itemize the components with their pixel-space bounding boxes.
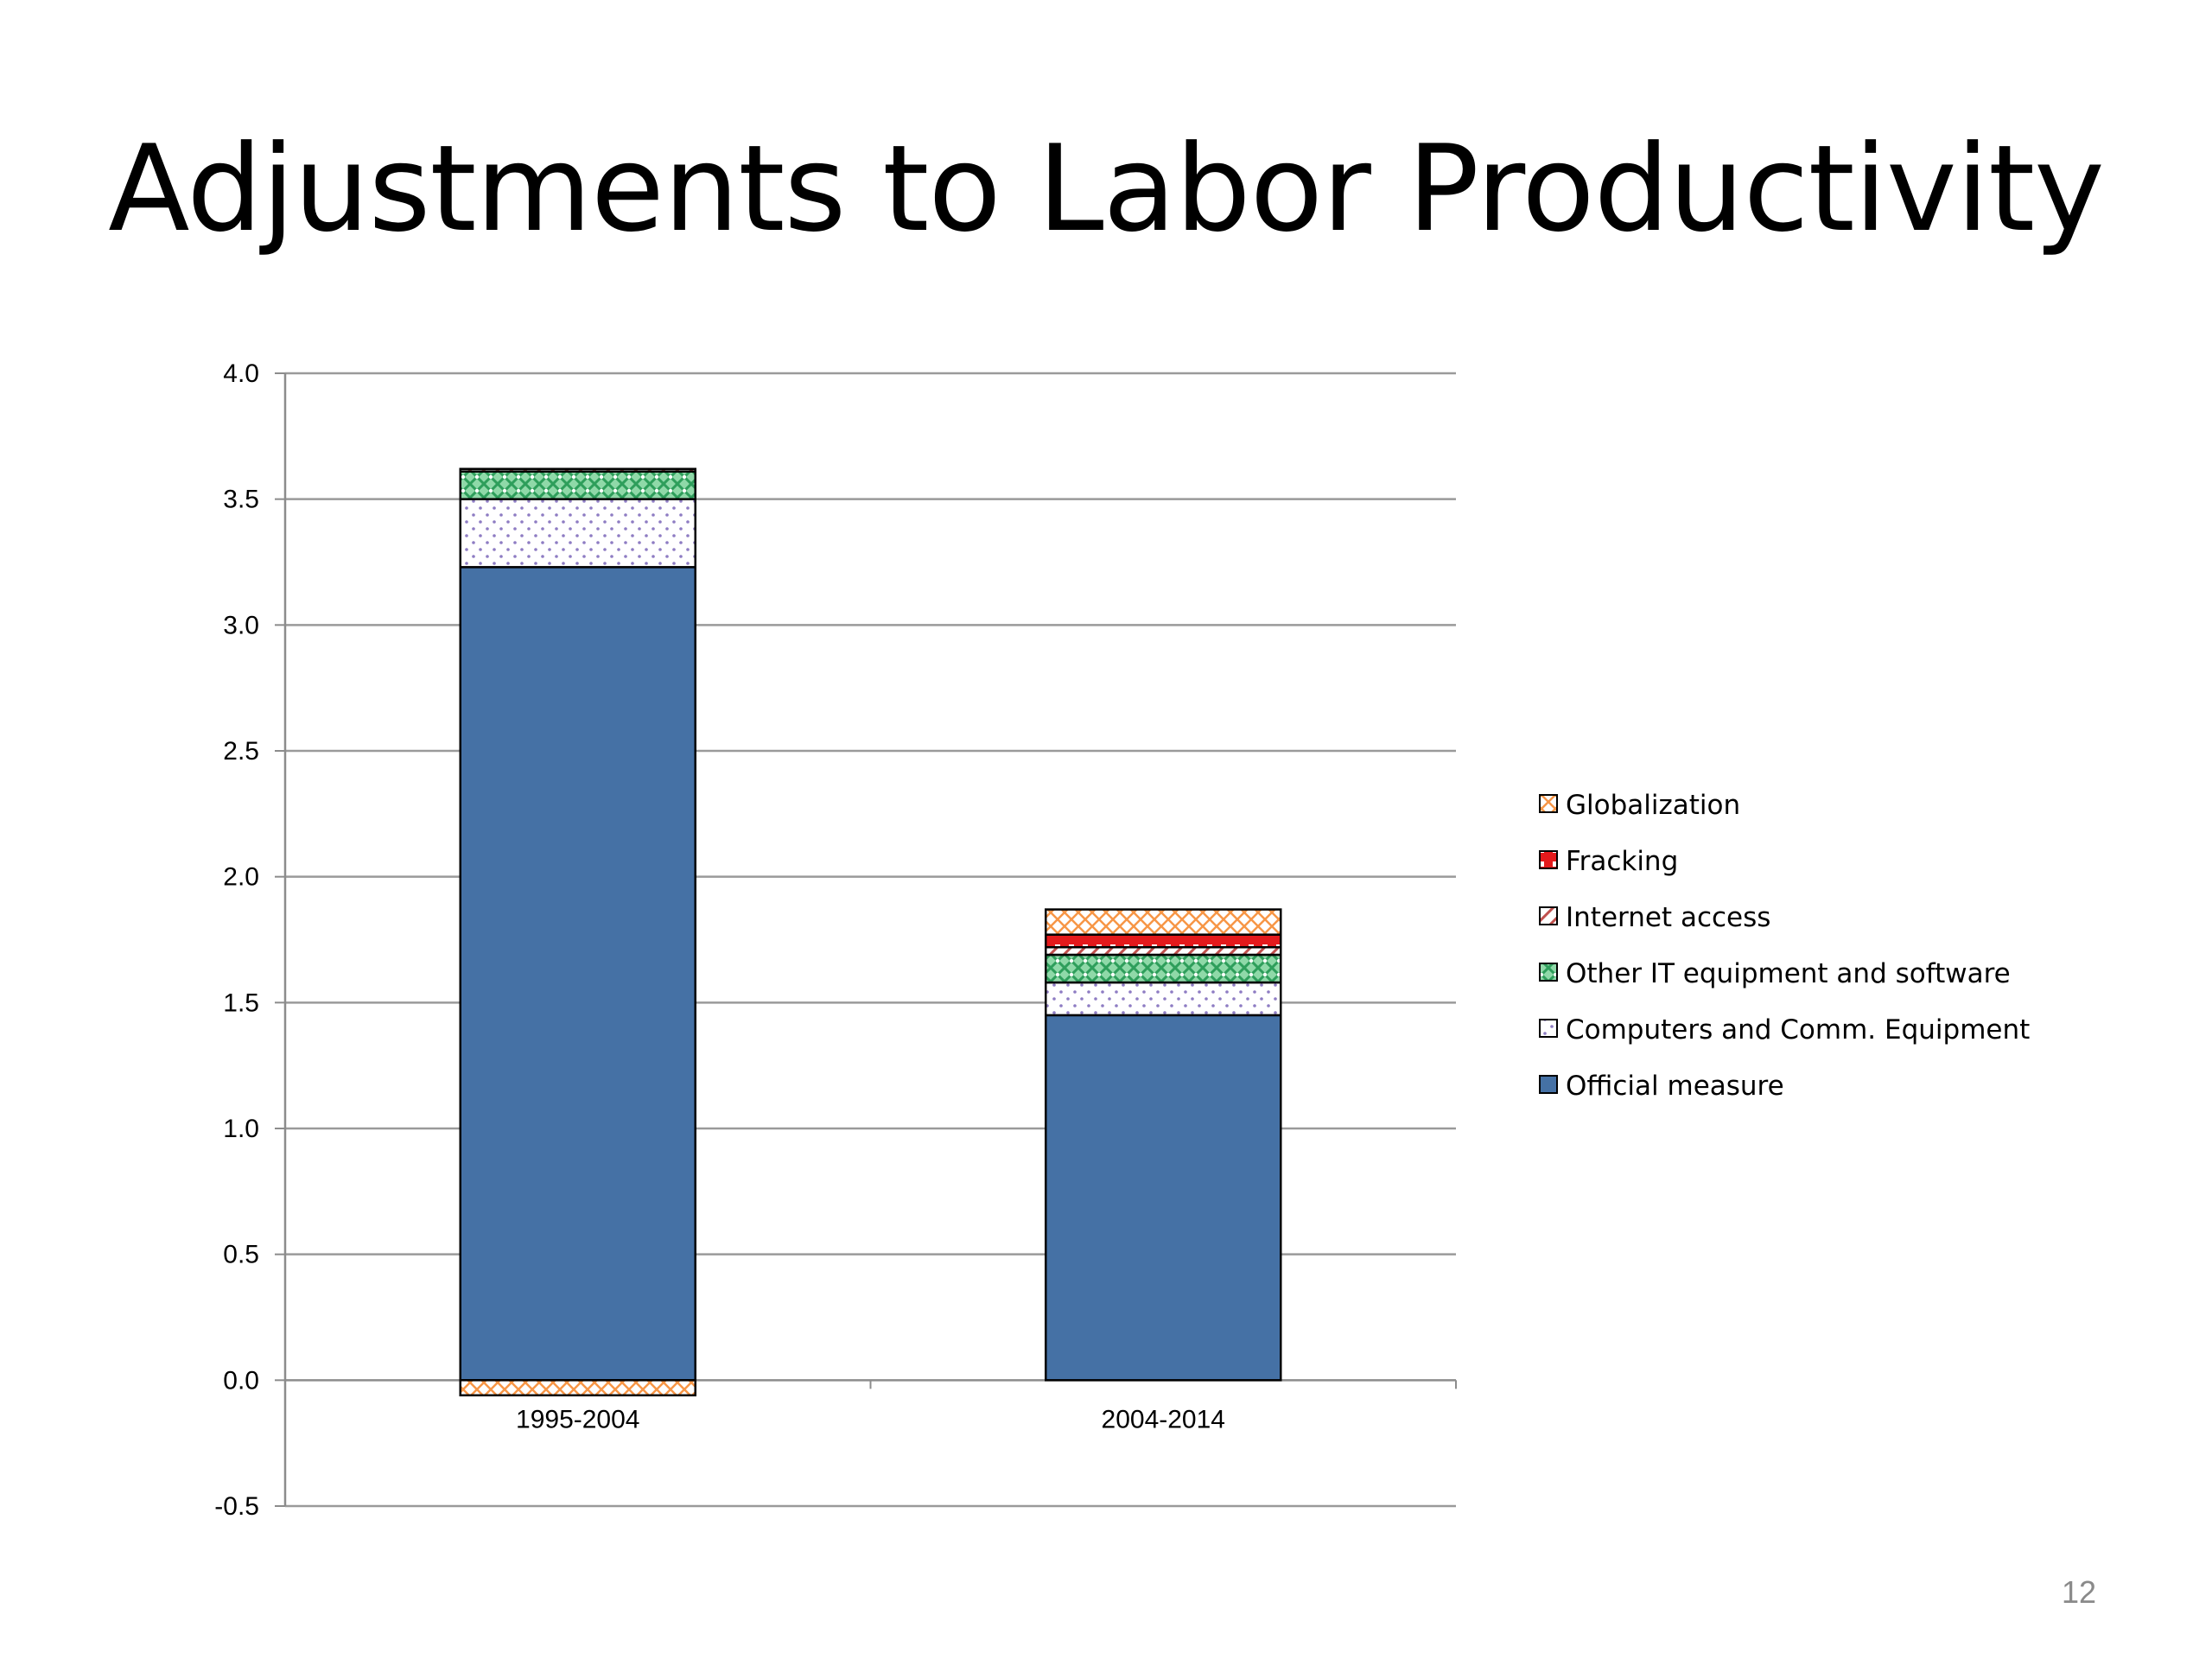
legend-label: Globalization [1566,790,1740,821]
bar-segment [459,467,696,473]
legend: Globalization Fracking Internet access Othe… [1539,790,2030,1102]
axes [283,373,1457,1506]
y-tick-label: 4.0 [223,359,259,388]
legend-swatch [1539,850,1558,869]
bar-segment [1045,981,1282,1017]
bar-segment [1045,908,1282,936]
legend-swatch [1539,1019,1558,1038]
x-tick-label: 2004-2014 [1102,1405,1225,1433]
bar-segment [1045,1014,1282,1382]
legend-label: Internet access [1566,902,1770,933]
slide-title: Adjustments to Labor Productivity [108,119,2105,258]
bar-segment [1045,933,1282,949]
y-tick-label: 1.5 [223,988,259,1017]
y-tick-label: 2.0 [223,863,259,892]
legend-swatch [1539,794,1558,813]
legend-swatch [1539,1075,1558,1094]
bar-segment [459,498,696,569]
y-tick-label: 2.5 [223,737,259,766]
legend-label: Other IT equipment and software [1566,958,2011,989]
bars: 1995-2004 2004-2014 [459,467,1282,1433]
y-tick-label: 1.0 [223,1115,259,1143]
bar-segment [1045,953,1282,984]
y-tick-label: 3.0 [223,611,259,639]
bar-segment [459,1379,696,1397]
bar-segment [459,566,696,1382]
page-number: 12 [2061,1574,2096,1610]
bar-segment [1045,945,1282,957]
legend-label: Fracking [1566,846,1678,877]
x-tick-label: 1995-2004 [516,1405,639,1433]
legend-swatch [1539,963,1558,982]
y-tick-label: 0.0 [223,1366,259,1395]
legend-label: Official measure [1566,1071,1784,1102]
legend-swatch [1539,906,1558,925]
y-tick-label: 3.5 [223,486,259,514]
legend-label: Computers and Comm. Equipment [1566,1014,2030,1046]
y-tick-label: 0.5 [223,1241,259,1269]
y-tick-label: -0.5 [214,1492,259,1521]
bar-segment [459,470,696,500]
